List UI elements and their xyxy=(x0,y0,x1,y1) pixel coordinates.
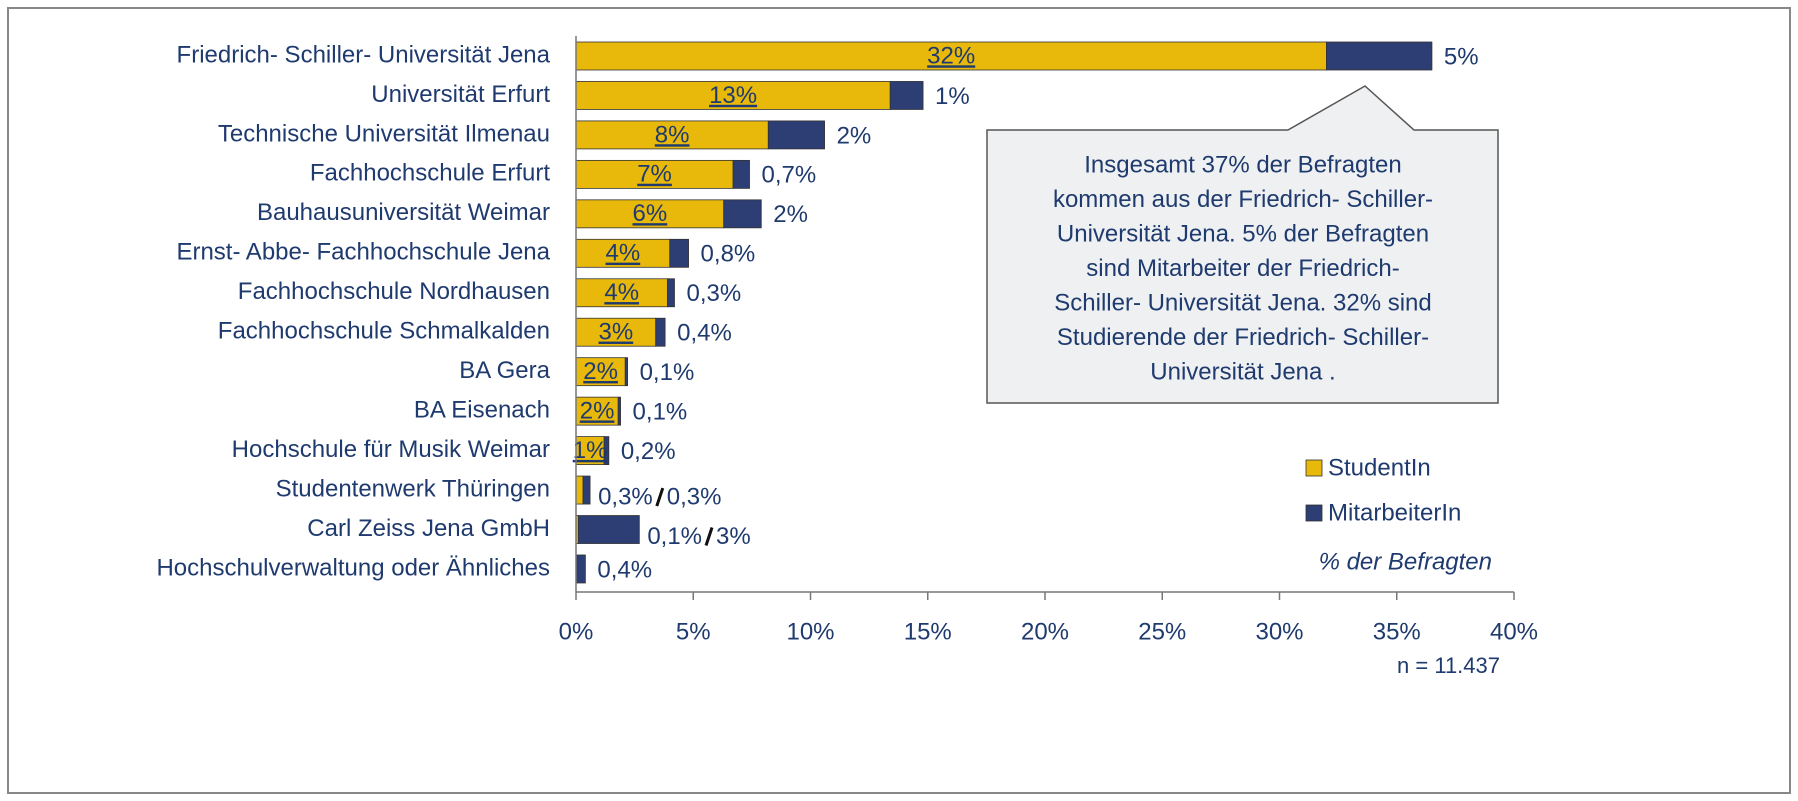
bar-segment xyxy=(624,357,628,387)
separator xyxy=(704,527,714,546)
annotation-text: Studierende der Friedrich- Schiller- xyxy=(1057,324,1429,351)
y-tick-label: Hochschulverwaltung oder Ähnliches xyxy=(156,554,550,581)
value-label: 13% xyxy=(709,82,757,109)
annotation-text: Universität Jena . xyxy=(1150,358,1335,385)
annotation-text: Schiller- Universität Jena. 32% sind xyxy=(1054,289,1432,316)
value-label: 0,8% xyxy=(701,241,756,268)
y-tick-label: Carl Zeiss Jena GmbH xyxy=(307,515,550,542)
x-tick-label: 20% xyxy=(1021,618,1069,645)
value-label: 4% xyxy=(604,279,639,306)
bar-segment xyxy=(669,238,689,268)
annotation-text: sind Mitarbeiter der Friedrich- xyxy=(1086,255,1399,282)
bar-segment xyxy=(575,120,769,150)
y-tick-label: Universität Erfurt xyxy=(371,81,550,108)
x-tick-label: 30% xyxy=(1255,618,1303,645)
bar-segment xyxy=(732,159,750,189)
x-tick-label: 0% xyxy=(559,618,594,645)
bar-segment xyxy=(575,554,586,584)
value-label: 1% xyxy=(573,437,608,464)
value-label: 7% xyxy=(637,161,672,188)
bar-segment xyxy=(575,238,671,268)
annotation-text: Insgesamt 37% der Befragten xyxy=(1084,151,1402,178)
bar-segment xyxy=(577,515,640,544)
y-tick-label: Fachhochschule Schmalkalden xyxy=(218,318,550,345)
bar-segment xyxy=(575,199,725,229)
y-tick-label: BA Eisenach xyxy=(414,396,550,423)
y-tick-label: Fachhochschule Nordhausen xyxy=(238,278,550,305)
sample-size: n = 11.437 xyxy=(1397,653,1500,678)
legend-label: StudentIn xyxy=(1328,454,1431,481)
bar-segment xyxy=(575,475,584,505)
value-label: 2% xyxy=(580,397,615,424)
annotation-text: Universität Jena. 5% der Befragten xyxy=(1057,220,1429,247)
bar-segment xyxy=(603,436,610,466)
annotation-text: kommen aus der Friedrich- Schiller- xyxy=(1053,186,1433,213)
bar-segment xyxy=(1326,41,1433,71)
x-tick-label: 35% xyxy=(1373,618,1421,645)
value-label: 32% xyxy=(927,42,975,69)
bar-segment xyxy=(617,396,621,426)
legend-swatch xyxy=(1305,459,1323,477)
value-label: 0,3% xyxy=(686,280,741,307)
value-label: 8% xyxy=(655,121,690,148)
value-label: 0,3% xyxy=(598,483,653,510)
value-label: 0,7% xyxy=(762,162,817,189)
value-label: 2% xyxy=(583,358,618,385)
value-label: 5% xyxy=(1444,43,1479,70)
value-label: 0,3% xyxy=(667,483,722,510)
value-label: 3% xyxy=(599,319,634,346)
y-tick-label: Hochschule für Musik Weimar xyxy=(232,436,550,463)
legend-label: MitarbeiterIn xyxy=(1328,499,1461,526)
y-tick-label: Technische Universität Ilmenau xyxy=(218,120,550,147)
value-label: 2% xyxy=(837,122,872,149)
x-tick-label: 5% xyxy=(676,618,711,645)
y-tick-label: Fachhochschule Erfurt xyxy=(310,160,550,187)
bar-segment xyxy=(767,120,825,150)
x-tick-label: 10% xyxy=(786,618,834,645)
bar-segment xyxy=(575,436,605,466)
value-label: 0,1% xyxy=(640,359,695,386)
y-tick-label: Friedrich- Schiller- Universität Jena xyxy=(177,41,551,68)
y-tick-label: Studentenwerk Thüringen xyxy=(276,475,550,502)
bar-segment xyxy=(582,475,591,505)
value-label: 6% xyxy=(633,200,668,227)
y-tick-label: Bauhausuniversität Weimar xyxy=(257,199,550,226)
note: % der Befragten xyxy=(1319,548,1492,575)
value-label: 0,4% xyxy=(597,556,652,583)
value-label: 0,4% xyxy=(677,320,732,347)
annotation-box xyxy=(986,85,1499,404)
bar-segment xyxy=(655,317,666,347)
separator xyxy=(655,487,665,507)
x-tick-label: 25% xyxy=(1138,618,1186,645)
x-tick-label: 40% xyxy=(1490,618,1538,645)
y-tick-label: Ernst- Abbe- Fachhochschule Jena xyxy=(176,239,550,266)
value-label: 0,2% xyxy=(621,438,676,465)
bar-segment xyxy=(723,199,762,229)
y-tick-label: BA Gera xyxy=(459,357,550,384)
value-label: 3% xyxy=(716,523,751,550)
legend-swatch xyxy=(1305,504,1323,522)
value-label: 0,1% xyxy=(647,523,702,550)
value-label: 2% xyxy=(773,201,808,228)
x-tick-label: 15% xyxy=(904,618,952,645)
value-label: 0,1% xyxy=(633,398,688,425)
bar-segment xyxy=(667,278,675,308)
bar-segment xyxy=(889,81,924,110)
bar-segment xyxy=(575,81,891,110)
value-label: 1% xyxy=(935,83,970,110)
value-label: 4% xyxy=(606,240,641,267)
